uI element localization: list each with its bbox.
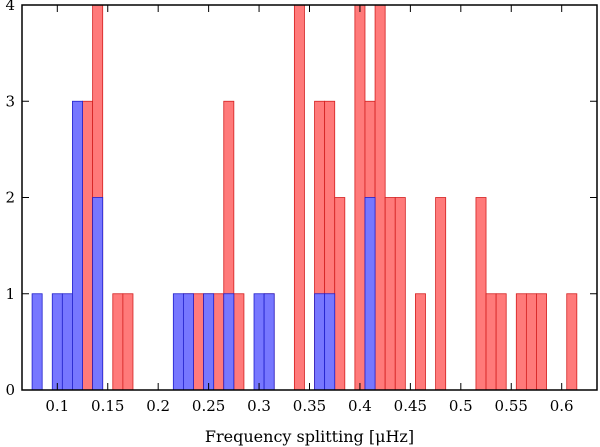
bar-series1-0.42 <box>374 4 386 391</box>
bar-series2-0.14 <box>92 197 104 391</box>
x-tick-label: 0.45 <box>394 397 427 415</box>
bar-series1-0.17 <box>122 293 134 391</box>
bar-series2-0.12 <box>72 100 83 391</box>
bar-series1-0.54 <box>495 293 507 391</box>
y-tick-label: 2 <box>5 189 15 207</box>
y-tick-label: 0 <box>5 381 15 399</box>
bar-series2-0.22 <box>172 293 184 391</box>
bar-series1-0.34 <box>293 4 305 391</box>
bar-series2-0.10 <box>51 293 63 391</box>
y-tick-label: 1 <box>5 285 15 303</box>
bar-series2-0.23 <box>182 293 194 391</box>
bar-series2-0.31 <box>263 293 275 391</box>
bar-series1-0.26 <box>213 293 225 391</box>
bar-series1-0.28 <box>233 293 245 391</box>
bar-series1-0.58 <box>536 293 547 391</box>
bar-series1-0.46 <box>415 293 426 391</box>
bar-series2-0.30 <box>253 293 265 391</box>
bar-series2-0.27 <box>223 293 235 391</box>
bar-series1-0.57 <box>525 293 537 391</box>
x-tick-label: 0.5 <box>449 397 473 415</box>
bar-series1-0.48 <box>435 197 447 391</box>
x-tick-label: 0.15 <box>91 397 124 415</box>
bar-series1-0.43 <box>384 197 396 391</box>
y-tick-label: 3 <box>5 92 15 110</box>
bar-series1-0.13 <box>82 100 94 391</box>
bar-series1-0.38 <box>334 197 346 391</box>
bar-series1-0.16 <box>112 293 124 391</box>
x-tick-label: 0.6 <box>550 397 574 415</box>
bar-series1-0.24 <box>193 293 204 391</box>
bar-series2-0.37 <box>324 293 336 391</box>
x-tick-label: 0.4 <box>348 397 372 415</box>
bars-group <box>31 4 578 391</box>
bar-series2-0.11 <box>61 293 73 391</box>
bar-series1-0.53 <box>485 293 497 391</box>
x-tick-label: 0.55 <box>495 397 528 415</box>
x-tick-label: 0.1 <box>45 397 69 415</box>
bar-series2-0.25 <box>203 293 215 391</box>
x-tick-label: 0.3 <box>247 397 271 415</box>
plot-frame <box>21 4 598 391</box>
bar-series2-0.36 <box>314 293 326 391</box>
y-tick-label: 4 <box>5 0 15 14</box>
bar-series1-0.56 <box>515 293 527 391</box>
bar-series2-0.08 <box>31 293 43 391</box>
bar-series1-0.61 <box>566 293 578 391</box>
x-tick-label: 0.25 <box>192 397 225 415</box>
x-axis-label: Frequency splitting [μHz] <box>205 427 414 446</box>
bar-series1-0.40 <box>354 4 366 391</box>
x-tick-label: 0.35 <box>293 397 326 415</box>
x-tick-label: 0.2 <box>146 397 170 415</box>
ticks-group: 0.1 0.15 0.2 0.25 0.3 0.35 0.4 0.45 0.5 0.55 0.6 0 1… <box>5 0 597 415</box>
bar-series1-0.52 <box>475 197 487 391</box>
bar-series2-0.41 <box>364 197 376 391</box>
bar-series1-0.44 <box>394 197 406 391</box>
